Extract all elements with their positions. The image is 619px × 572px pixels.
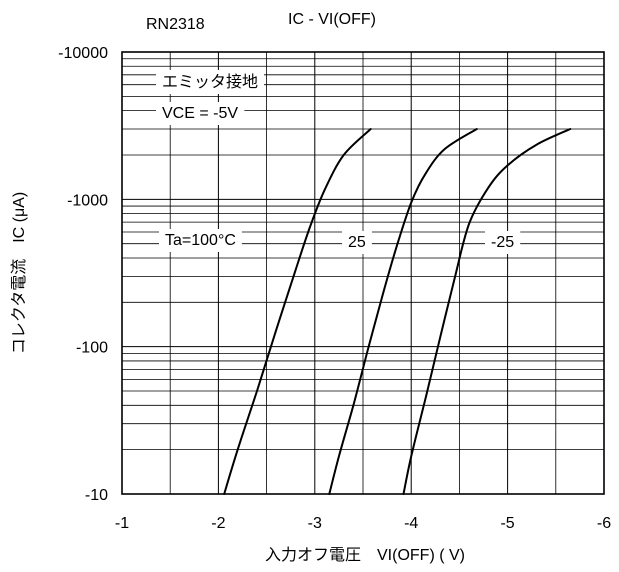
y-tick-label: -1000 bbox=[67, 192, 108, 209]
y-tick-label: -10000 bbox=[58, 45, 108, 62]
curves bbox=[223, 128, 572, 495]
annotations: エミッタ接地 VCE = -5V Ta=100°C 25 -25 bbox=[156, 70, 521, 254]
series-line-3 bbox=[402, 128, 572, 495]
condition-label-2-backing bbox=[156, 102, 245, 125]
condition-label-2: VCE = -5V bbox=[162, 105, 238, 122]
x-tick-label: -5 bbox=[500, 515, 514, 532]
x-tick-label: -1 bbox=[115, 515, 129, 532]
series-label-2-backing bbox=[342, 231, 372, 254]
series-label-3-backing bbox=[485, 231, 521, 254]
series-label-2: 25 bbox=[348, 234, 366, 251]
condition-label-1-backing bbox=[156, 70, 265, 94]
x-axis-label: 入力オフ電圧 VI(OFF) ( V) bbox=[265, 546, 465, 564]
tick-labels: -1 -2 -3 -4 -5 -6 -10 -100 -1000 -10000 bbox=[58, 45, 611, 532]
x-tick-label: -2 bbox=[211, 515, 225, 532]
series-line-1 bbox=[223, 128, 372, 495]
series-label-1-backing bbox=[159, 229, 242, 252]
series-line-2 bbox=[328, 128, 478, 495]
series-label-1: Ta=100°C bbox=[165, 232, 236, 249]
part-number: RN2318 bbox=[146, 16, 205, 33]
series-label-3: -25 bbox=[491, 234, 514, 251]
plot-frame bbox=[121, 51, 605, 495]
x-tick-label: -4 bbox=[404, 515, 418, 532]
y-tick-label: -10 bbox=[85, 487, 108, 504]
y-tick-label: -100 bbox=[76, 340, 108, 357]
condition-label-1: エミッタ接地 bbox=[162, 73, 258, 91]
x-tick-label: -3 bbox=[308, 515, 322, 532]
chart-title: IC - VI(OFF) bbox=[288, 11, 376, 28]
x-tick-label: -6 bbox=[597, 515, 611, 532]
y-axis-label: コレクタ電流 IC (μA) bbox=[10, 192, 28, 354]
